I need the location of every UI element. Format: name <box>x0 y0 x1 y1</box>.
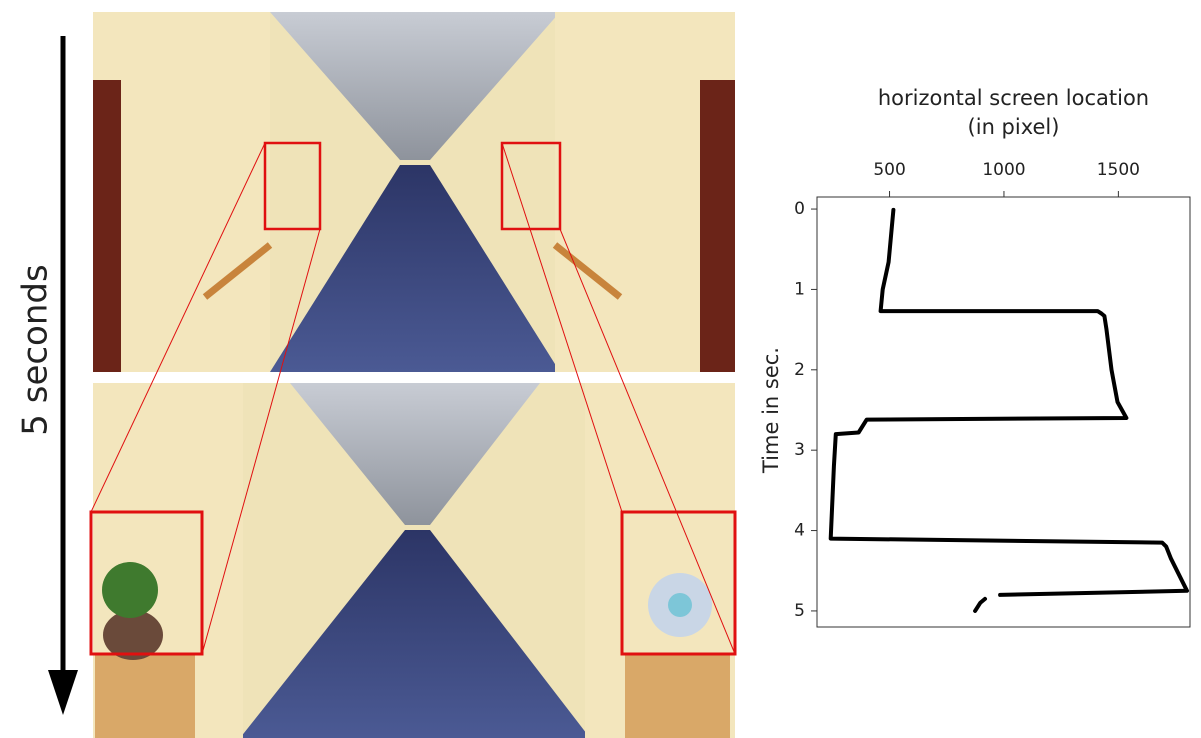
x-axis-label: (in pixel) <box>968 115 1060 139</box>
x-tick-label: 500 <box>873 160 905 180</box>
plot-frame <box>816 196 1191 628</box>
data-line <box>828 207 1189 613</box>
chart: 500 1000 1500 0 1 2 3 4 5 horizontal screen locat… <box>759 86 1191 628</box>
y-tick-label: 4 <box>794 521 805 541</box>
y-tick-label: 1 <box>794 279 805 299</box>
x-axis-label: horizontal screen location <box>878 86 1149 110</box>
x-tick-label: 1000 <box>982 160 1025 180</box>
y-tick-label: 5 <box>794 601 805 621</box>
x-tick-label: 1500 <box>1097 160 1140 180</box>
time-label: 5 seconds <box>16 264 56 435</box>
corridor-image-bottom <box>93 383 735 738</box>
y-tick-label: 0 <box>794 199 805 219</box>
time-arrow <box>48 36 78 715</box>
zoom-boxes <box>89 141 737 656</box>
y-tick-label: 3 <box>794 440 805 460</box>
y-axis-label: Time in sec. <box>759 347 783 474</box>
y-tick-label: 2 <box>794 360 805 380</box>
corridor-image-top <box>93 12 735 372</box>
